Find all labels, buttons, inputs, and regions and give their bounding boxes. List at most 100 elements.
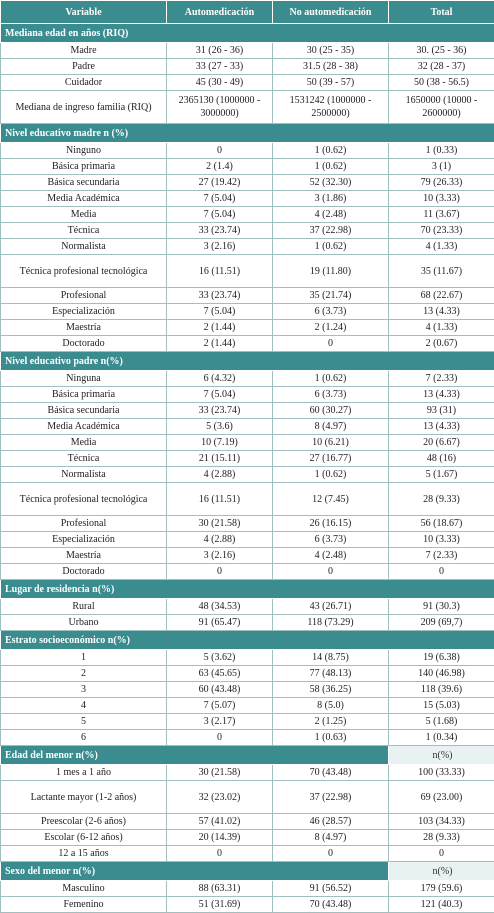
- cell: 6 (4.32): [167, 371, 273, 387]
- section-row: Nivel educativo madre n (%): [1, 124, 494, 143]
- cell: 33 (27 - 33): [167, 59, 273, 75]
- section-title: Mediana edad en años (RIQ): [1, 24, 494, 43]
- cell: 0: [167, 846, 273, 862]
- header-cell: Total: [389, 1, 494, 24]
- cell: 50 (38 - 56.5): [389, 75, 494, 91]
- row-label: Preescolar (2-6 años): [1, 814, 167, 830]
- row-label: Doctorado: [1, 564, 167, 580]
- cell: 15 (5.03): [389, 698, 494, 714]
- row-label: 4: [1, 698, 167, 714]
- row-label: 2: [1, 666, 167, 682]
- cell: 8 (5.0): [273, 698, 389, 714]
- data-row: Escolar (6-12 años)20 (14.39)8 (4.97)28 …: [1, 830, 494, 846]
- section-row: Estrato socioeconómico n(%): [1, 631, 494, 650]
- cell: 13 (4.33): [389, 419, 494, 435]
- cell: 28 (9.33): [389, 483, 494, 516]
- section-row: Lugar de residencia n(%): [1, 580, 494, 599]
- cell: 4 (2.88): [167, 532, 273, 548]
- cell: 0: [273, 564, 389, 580]
- row-label: Rural: [1, 599, 167, 615]
- row-label: Media: [1, 435, 167, 451]
- row-label: Técnica: [1, 223, 167, 239]
- cell: 28 (9.33): [389, 830, 494, 846]
- cell: 91 (30.3): [389, 599, 494, 615]
- section-title: Nivel educativo padre n(%): [1, 352, 494, 371]
- cell: 3 (1.86): [273, 191, 389, 207]
- cell: 68 (22.67): [389, 288, 494, 304]
- row-label: Básica primaria: [1, 387, 167, 403]
- cell: 27 (19.42): [167, 175, 273, 191]
- cell: 1 (0.62): [273, 143, 389, 159]
- cell: 2 (1.44): [167, 320, 273, 336]
- cell: 51 (31.69): [167, 897, 273, 913]
- row-label: Especialización: [1, 304, 167, 320]
- cell: 30 (21.58): [167, 765, 273, 781]
- row-label: Básica primaria: [1, 159, 167, 175]
- cell: 1 (0.62): [273, 239, 389, 255]
- header-cell: No automedicación: [273, 1, 389, 24]
- row-label: Básica secundaria: [1, 403, 167, 419]
- data-row: Lactante mayor (1-2 años)32 (23.02)37 (2…: [1, 781, 494, 814]
- cell: 2 (1.24): [273, 320, 389, 336]
- header-cell: Variable: [1, 1, 167, 24]
- row-label: 5: [1, 714, 167, 730]
- cell: 5 (1.67): [389, 467, 494, 483]
- row-label: Especialización: [1, 532, 167, 548]
- cell: 7 (5.04): [167, 207, 273, 223]
- row-label: Femenino: [1, 897, 167, 913]
- header-cell: Automedicación: [167, 1, 273, 24]
- cell: 35 (21.74): [273, 288, 389, 304]
- cell: 45 (30 - 49): [167, 75, 273, 91]
- cell: 7 (5.07): [167, 698, 273, 714]
- row-label: Lactante mayor (1-2 años): [1, 781, 167, 814]
- cell: 33 (23.74): [167, 288, 273, 304]
- cell: 0: [167, 143, 273, 159]
- cell: 10 (3.33): [389, 191, 494, 207]
- row-label: Normalista: [1, 239, 167, 255]
- section-title: Lugar de residencia n(%): [1, 580, 494, 599]
- cell: 7 (5.04): [167, 191, 273, 207]
- section-total-label: n(%): [389, 862, 494, 881]
- cell: 93 (31): [389, 403, 494, 419]
- cell: 14 (8.75): [273, 650, 389, 666]
- cell: 1 (0.34): [389, 730, 494, 746]
- cell: 6 (3.73): [273, 304, 389, 320]
- cell: 7 (5.04): [167, 304, 273, 320]
- cell: 37 (22.98): [273, 781, 389, 814]
- cell: 4 (2.48): [273, 548, 389, 564]
- cell: 100 (33.33): [389, 765, 494, 781]
- cell: 1531242 (1000000 - 2500000): [273, 91, 389, 124]
- cell: 118 (39.6): [389, 682, 494, 698]
- section-total-label: n(%): [389, 746, 494, 765]
- section-row: Sexo del menor n(%)n(%): [1, 862, 494, 881]
- row-label: Técnica profesional tecnológica: [1, 255, 167, 288]
- cell: 1 (0.62): [273, 467, 389, 483]
- cell: 4 (2.48): [273, 207, 389, 223]
- row-label: Padre: [1, 59, 167, 75]
- cell: 5 (3.6): [167, 419, 273, 435]
- cell: 79 (26.33): [389, 175, 494, 191]
- cell: 7 (5.04): [167, 387, 273, 403]
- row-label: Profesional: [1, 288, 167, 304]
